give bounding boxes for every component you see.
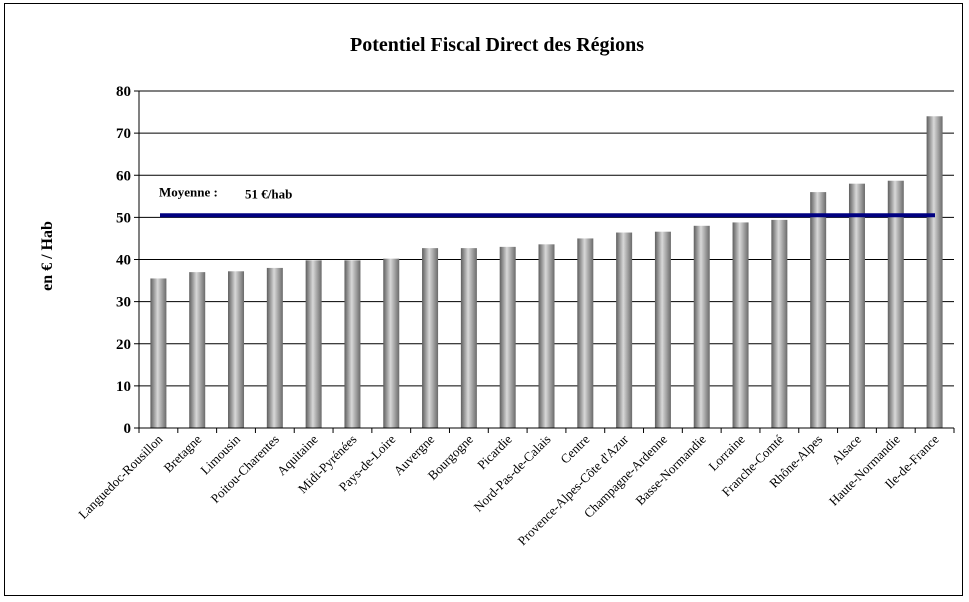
bar xyxy=(499,246,516,428)
bar xyxy=(266,267,283,428)
bar xyxy=(693,225,710,428)
y-tick-label: 0 xyxy=(124,421,132,437)
bar xyxy=(422,248,439,428)
average-line-group: Moyenne : 51 €/hab xyxy=(159,184,935,218)
bar xyxy=(848,183,865,428)
bar xyxy=(383,258,400,428)
x-tick-label: Basse-Normandie xyxy=(632,431,709,508)
y-tick-label: 30 xyxy=(116,295,131,311)
bar xyxy=(926,116,943,429)
y-tick-label: 60 xyxy=(116,168,131,184)
x-tick-label: Alsace xyxy=(828,431,864,467)
average-label: Moyenne : xyxy=(159,184,218,199)
bar xyxy=(150,278,167,428)
chart-frame: Potentiel Fiscal Direct des Régions en €… xyxy=(4,3,963,596)
bar xyxy=(732,222,749,428)
x-tick-label: Languedoc-Rousillon xyxy=(75,431,166,522)
y-tick-label: 50 xyxy=(116,210,131,226)
x-tick-labels: Languedoc-RousillonBretagneLimousinPoito… xyxy=(75,431,942,548)
y-tick-label: 10 xyxy=(116,379,131,395)
y-tick-label: 70 xyxy=(116,126,131,142)
y-axis-label: en € / Hab xyxy=(39,221,56,291)
bar xyxy=(460,248,477,428)
bar xyxy=(654,231,671,428)
y-tick-labels: 0 10 20 30 40 50 60 70 80 xyxy=(116,84,131,437)
bar xyxy=(771,219,788,428)
bar xyxy=(887,180,904,428)
bar xyxy=(344,260,361,428)
chart-svg: Potentiel Fiscal Direct des Régions en €… xyxy=(39,34,955,548)
bar xyxy=(189,272,206,428)
chart-title: Potentiel Fiscal Direct des Régions xyxy=(350,34,644,56)
average-value: 51 €/hab xyxy=(245,186,292,201)
axes xyxy=(138,91,955,433)
bar xyxy=(577,238,594,428)
x-tick-label: Centre xyxy=(557,431,592,466)
bar xyxy=(305,260,322,428)
bars xyxy=(150,116,943,429)
y-tick-label: 80 xyxy=(116,84,131,100)
y-tick-label: 20 xyxy=(116,337,131,353)
bar xyxy=(228,271,245,428)
x-tick-label: Poitou-Charentes xyxy=(208,432,282,506)
bar xyxy=(538,244,555,428)
y-tick-label: 40 xyxy=(116,253,131,269)
bar xyxy=(810,192,827,428)
bar xyxy=(616,232,633,428)
